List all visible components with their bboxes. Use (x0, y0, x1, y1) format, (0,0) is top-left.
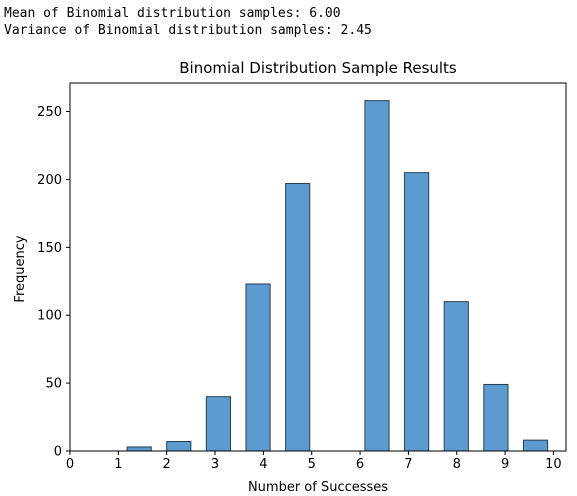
mean-output-line: Mean of Binomial distribution samples: 6… (4, 6, 341, 21)
x-tick-label: 4 (259, 457, 267, 472)
x-tick-label: 7 (404, 457, 412, 472)
y-tick-label: 250 (37, 105, 62, 120)
bar-2 (205, 396, 231, 452)
y-axis-label: Frequency (13, 235, 28, 302)
x-tick-label: 6 (356, 457, 364, 472)
bar-1 (166, 440, 192, 452)
x-axis-label: Number of Successes (248, 480, 388, 495)
x-tick-label: 8 (453, 457, 461, 472)
chart-title: Binomial Distribution Sample Results (179, 59, 457, 77)
x-tick-label: 2 (163, 457, 171, 472)
variance-output-line: Variance of Binomial distribution sample… (4, 23, 372, 38)
plot-frame (69, 82, 567, 452)
bar-8 (443, 301, 469, 452)
x-tick-label: 9 (501, 457, 509, 472)
y-tick-label: 200 (37, 173, 62, 188)
bar-9 (483, 383, 509, 452)
console-output: Mean of Binomial distribution samples: 6… (4, 5, 372, 39)
bar-10 (522, 439, 549, 452)
y-tick-label: 100 (37, 309, 62, 324)
bar-3 (245, 283, 271, 452)
x-tick-label: 3 (211, 457, 219, 472)
bar-4 (285, 182, 311, 452)
y-tick-label: 50 (45, 377, 62, 392)
y-tick-label: 150 (37, 241, 62, 256)
bar-0 (126, 446, 152, 452)
y-tick-label: 0 (54, 445, 62, 460)
bar-7 (404, 172, 430, 452)
x-tick-label: 0 (66, 457, 74, 472)
x-tick-label: 1 (114, 457, 122, 472)
bar-6 (364, 100, 390, 452)
x-tick-label: 5 (308, 457, 316, 472)
x-tick-label: 10 (545, 457, 562, 472)
bars-group (126, 100, 549, 452)
